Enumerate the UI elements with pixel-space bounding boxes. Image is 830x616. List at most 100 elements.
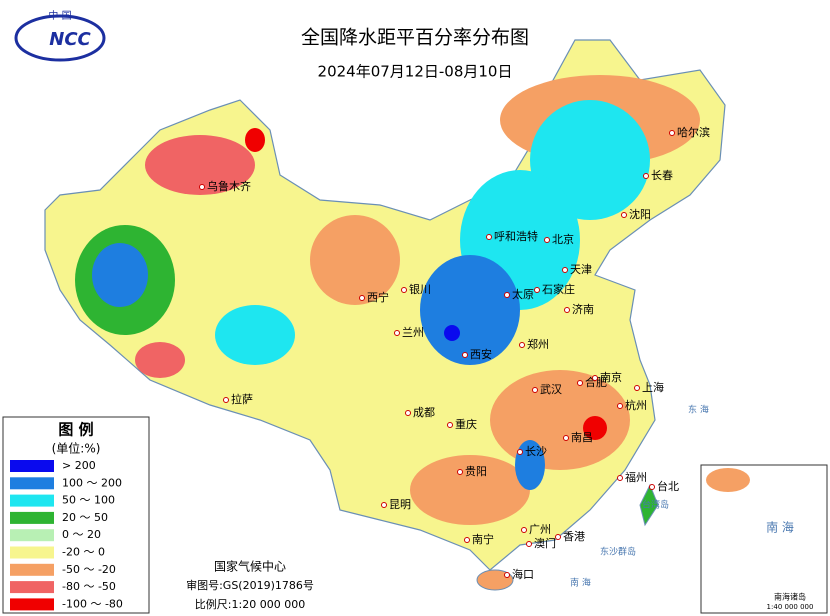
- city-label: 贵阳: [465, 465, 487, 478]
- legend-label: -50 ～ -20: [62, 563, 116, 576]
- city-dot: [634, 385, 640, 391]
- city-dot: [457, 469, 463, 475]
- city-label: 北京: [552, 232, 574, 246]
- legend-swatch: [10, 529, 54, 542]
- city-dot: [643, 173, 649, 179]
- city-label: 沈阳: [629, 207, 651, 221]
- city-label: 西宁: [367, 290, 389, 304]
- inset: 南 海 南海诸岛 1:40 000 000: [700, 464, 828, 614]
- legend-swatch: [10, 477, 54, 490]
- city-label: 广州: [529, 523, 551, 536]
- region: [92, 243, 148, 307]
- city-dot: [555, 534, 561, 540]
- city-dot: [447, 422, 453, 428]
- region: [135, 342, 185, 378]
- city-dot: [464, 537, 470, 543]
- city-label: 石家庄: [542, 282, 575, 296]
- inset-title: 南海诸岛: [774, 592, 806, 602]
- city-dot: [359, 295, 365, 301]
- legend-label: 20 ～ 50: [62, 511, 108, 524]
- city-label: 郑州: [527, 337, 549, 351]
- logo-top: 中 国: [48, 9, 71, 22]
- legend-label: -20 ～ 0: [62, 546, 105, 559]
- city-dot: [649, 484, 655, 490]
- legend-label: 50 ～ 100: [62, 494, 115, 507]
- city-dot: [223, 397, 229, 403]
- city-dot: [592, 375, 598, 381]
- region: [145, 135, 255, 195]
- sea-label: 南 海: [570, 577, 591, 589]
- title: 全国降水距平百分率分布图: [301, 27, 529, 49]
- sea-label: 台湾岛: [642, 499, 669, 511]
- city-dot: [544, 237, 550, 243]
- region: [410, 455, 530, 525]
- city-dot: [563, 435, 569, 441]
- city-dot: [521, 527, 527, 533]
- city-dot: [519, 342, 525, 348]
- city-label: 海口: [512, 567, 534, 581]
- city-label: 兰州: [402, 326, 424, 339]
- city-label: 长沙: [525, 445, 547, 458]
- city-dot: [669, 130, 675, 136]
- city-label: 长春: [651, 169, 673, 182]
- city-dot: [405, 410, 411, 416]
- city-label: 合肥: [585, 375, 607, 389]
- region: [583, 416, 607, 440]
- city-dot: [617, 403, 623, 409]
- subtitle: 2024年07月12日-08月10日: [318, 63, 513, 81]
- logo-ring: [14, 14, 106, 62]
- city-dot: [564, 307, 570, 313]
- city-dot: [381, 502, 387, 508]
- city-dot: [401, 287, 407, 293]
- legend-swatch: [10, 598, 54, 611]
- region: [420, 255, 520, 365]
- region: [444, 325, 460, 341]
- city-dot: [577, 380, 583, 386]
- legend-swatch: [10, 563, 54, 576]
- taiwan: [639, 483, 659, 527]
- city-label: 香港: [563, 530, 585, 543]
- city-label: 南宁: [472, 532, 494, 546]
- logo: 中 国 NCC: [14, 9, 106, 62]
- legend-swatch: [10, 546, 54, 559]
- sea-label: 东 海: [688, 404, 709, 416]
- footer-scale: 比例尺:1:20 000 000: [195, 597, 305, 611]
- city-label: 重庆: [455, 417, 477, 431]
- sea-label: 东沙群岛: [600, 546, 636, 558]
- city-label: 南京: [600, 370, 622, 384]
- legend-label: -100 ～ -80: [62, 597, 123, 610]
- city-dot: [621, 212, 627, 218]
- city-label: 南昌: [571, 431, 593, 444]
- legend-title: 图 例: [58, 421, 93, 439]
- city-label: 昆明: [389, 498, 411, 511]
- city-label: 武汉: [540, 383, 562, 396]
- legend-unit: (单位:%): [52, 441, 101, 456]
- legend: 图 例 (单位:%) > 200 100 ～ 200 50 ～ 100 20 ～ 50…: [2, 416, 150, 614]
- legend-swatch: [10, 460, 54, 472]
- footer-approval: 审图号:GS(2019)1786号: [186, 578, 314, 592]
- city-dot: [394, 330, 400, 336]
- city-dot: [486, 234, 492, 240]
- city-label: 哈尔滨: [677, 125, 710, 139]
- city-label: 上海: [642, 380, 664, 394]
- city-label: 银川: [409, 282, 431, 296]
- city-label: 乌鲁木齐: [207, 179, 251, 193]
- city-dot: [526, 541, 532, 547]
- city-dot: [617, 475, 623, 481]
- city-label: 济南: [572, 302, 594, 316]
- map-body: [44, 39, 726, 591]
- city-label: 台北: [657, 479, 679, 493]
- legend-swatch: [10, 494, 54, 507]
- logo-text: NCC: [49, 29, 91, 50]
- city-label: 太原: [512, 288, 534, 301]
- city-label: 拉萨: [231, 392, 253, 406]
- city-dot: [199, 184, 205, 190]
- inset-land: [706, 468, 750, 492]
- city-dot: [504, 572, 510, 578]
- city-label: 澳门: [534, 536, 556, 550]
- city-label: 杭州: [625, 398, 647, 412]
- legend-swatch: [10, 511, 54, 524]
- footer-org: 国家气候中心: [214, 559, 286, 574]
- region: [245, 128, 265, 152]
